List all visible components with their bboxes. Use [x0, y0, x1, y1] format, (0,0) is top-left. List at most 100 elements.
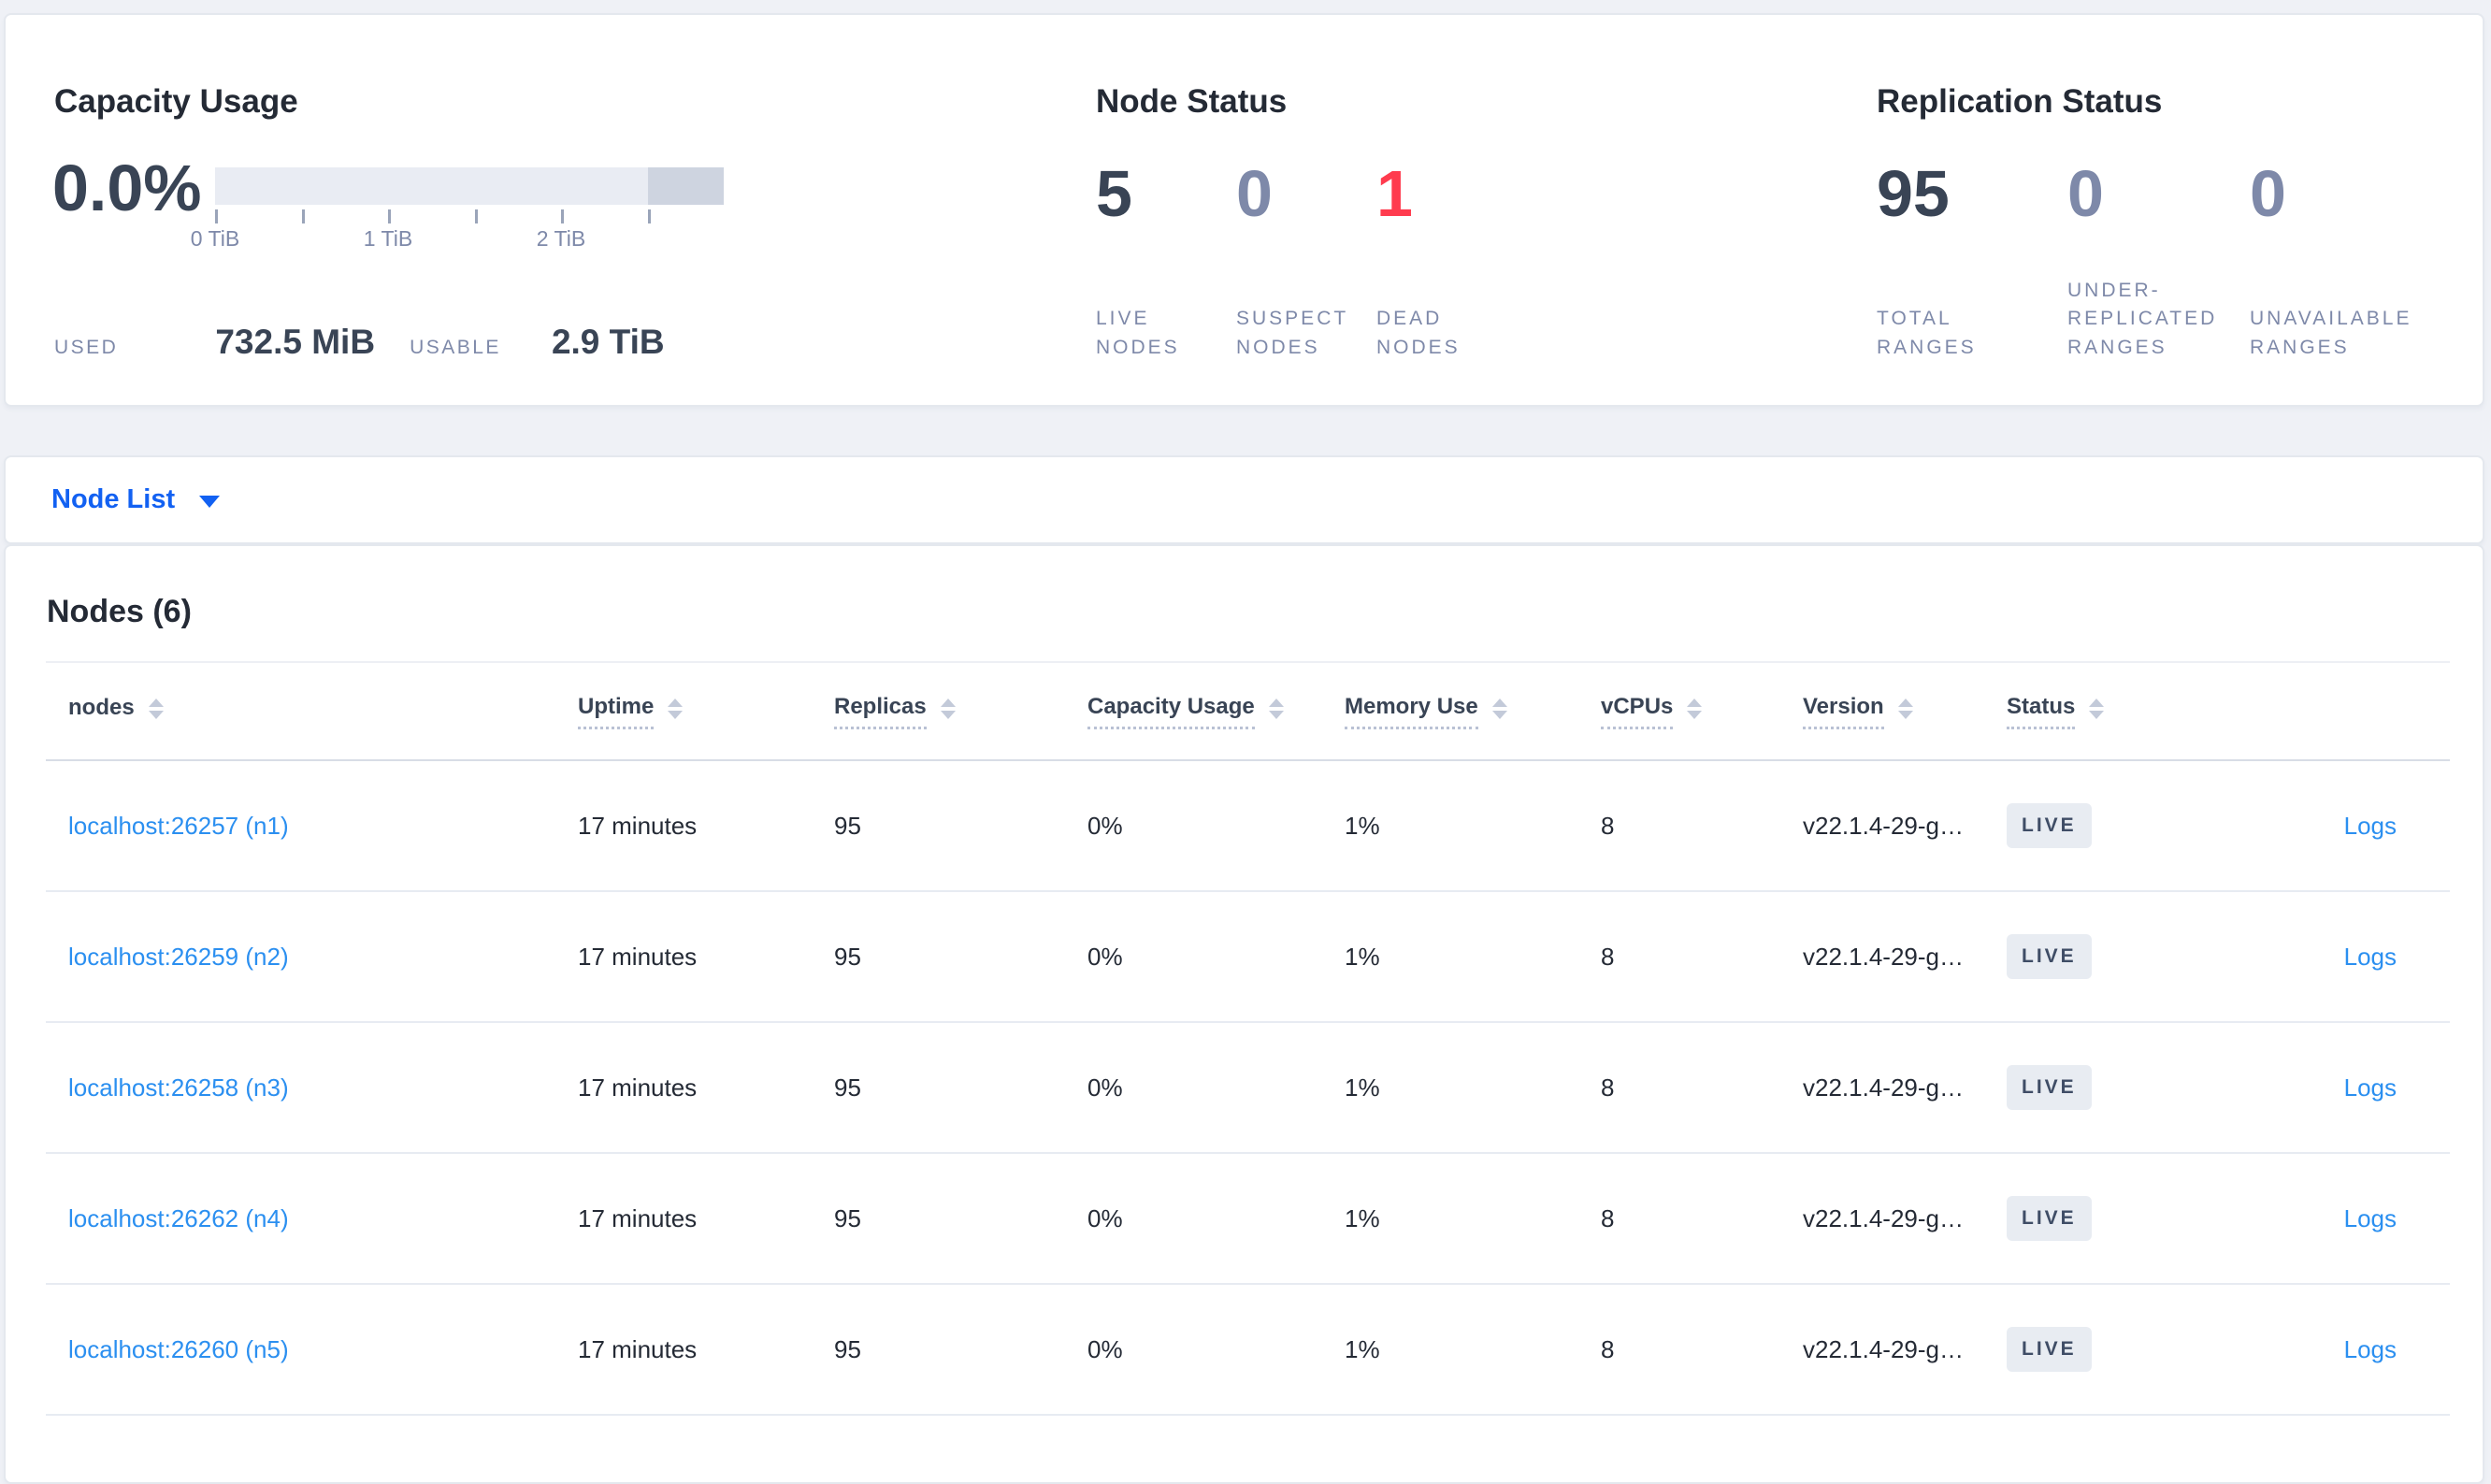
table-row: localhost:26262 (n4) 17 minutes 95 0% 1% 8 v22… — [46, 1154, 2450, 1285]
logs-link[interactable]: Logs — [2343, 1334, 2397, 1363]
column-label: Version — [1803, 694, 1884, 729]
uptime-cell-wrap: 17 minutes — [578, 943, 834, 972]
status-badge: LIVE — [2007, 1065, 2092, 1110]
unavailable-ranges-label: UNAVAILABLE RANGES — [2250, 308, 2412, 358]
column-label: nodes — [68, 695, 135, 720]
logs-link[interactable]: Logs — [2343, 811, 2397, 840]
column-header-capacity-usage[interactable]: Capacity Usage — [1087, 694, 1345, 729]
column-header-vcpus[interactable]: vCPUs — [1601, 694, 1803, 729]
capacity-usage-cell: 0% — [1087, 811, 1123, 840]
under-replicated-ranges-label: UNDER-REPLICATED RANGES — [2067, 279, 2218, 358]
table-row: localhost:26257 (n1) 17 minutes 95 0% 1% 8 v22… — [46, 761, 2450, 892]
used-label: USED — [54, 337, 119, 358]
status-badge: LIVE — [2007, 803, 2092, 848]
version-cell-wrap: v22.1.4-29-g… — [1803, 943, 2007, 972]
version-cell-wrap: v22.1.4-29-g… — [1803, 1073, 2007, 1102]
uptime-cell-wrap: 17 minutes — [578, 1204, 834, 1233]
capacity-bar-reserved-segment — [648, 167, 724, 205]
axis-tick-label: 1 TiB — [363, 226, 413, 251]
table-row: localhost:26259 (n2) 17 minutes 95 0% 1% 8 v22… — [46, 892, 2450, 1023]
version-cell-wrap: v22.1.4-29-g… — [1803, 1204, 2007, 1233]
replicas-cell: 95 — [834, 1203, 861, 1232]
sort-down-arrow — [1897, 710, 1913, 719]
column-header-replicas[interactable]: Replicas — [834, 694, 1087, 729]
axis-tick-mark — [215, 209, 218, 223]
replicas-cell: 95 — [834, 942, 861, 971]
replication-status-title: Replication Status — [1877, 83, 2163, 120]
sort-down-arrow — [668, 710, 684, 719]
vcpus-cell: 8 — [1601, 1203, 1615, 1232]
column-header-status[interactable]: Status — [2007, 694, 2209, 729]
capacity-usage-title: Capacity Usage — [54, 83, 298, 120]
capacity-usage-bar — [215, 167, 724, 205]
memory-use-cell: 1% — [1345, 942, 1380, 971]
version-cell: v22.1.4-29-g… — [1803, 1334, 1964, 1363]
sort-icon — [1491, 698, 1507, 719]
logs-link[interactable]: Logs — [2343, 1203, 2397, 1232]
column-header-nodes[interactable]: nodes — [68, 695, 578, 728]
dead-nodes-label: DEAD NODES — [1376, 308, 1461, 358]
replicas-cell: 95 — [834, 1334, 861, 1363]
column-label: Uptime — [578, 694, 655, 729]
replicas-cell-wrap: 95 — [834, 812, 1087, 841]
memory-use-cell: 1% — [1345, 1203, 1380, 1232]
sort-up-arrow — [1491, 698, 1507, 707]
version-cell: v22.1.4-29-g… — [1803, 1073, 1964, 1102]
sort-down-arrow — [1687, 710, 1703, 719]
node-address-link[interactable]: localhost:26262 (n4) — [68, 1203, 289, 1232]
total-ranges-value: 95 — [1877, 157, 1950, 230]
sort-up-arrow — [2089, 698, 2105, 707]
logs-link-wrap: Logs — [2209, 1073, 2450, 1102]
sort-icon — [1897, 698, 1913, 719]
axis-tick-label: 0 TiB — [190, 226, 240, 251]
vcpus-cell-wrap: 8 — [1601, 1204, 1803, 1233]
used-value: 732.5 MiB — [215, 323, 376, 361]
axis-tick-mark — [648, 209, 651, 223]
status-badge-wrap: LIVE — [2007, 1327, 2209, 1372]
nodes-heading: Nodes (6) — [47, 594, 192, 629]
node-list-dropdown[interactable]: Node List — [51, 484, 221, 515]
node-address-link[interactable]: localhost:26258 (n3) — [68, 1073, 289, 1102]
column-header-uptime[interactable]: Uptime — [578, 694, 834, 729]
sort-icon — [668, 698, 684, 719]
status-badge: LIVE — [2007, 934, 2092, 979]
version-cell-wrap: v22.1.4-29-g… — [1803, 812, 2007, 841]
column-header-memory-use[interactable]: Memory Use — [1345, 694, 1601, 729]
memory-use-cell: 1% — [1345, 811, 1380, 840]
logs-link[interactable]: Logs — [2343, 942, 2397, 971]
sort-up-arrow — [1687, 698, 1703, 707]
table-row: localhost:26258 (n3) 17 minutes 95 0% 1% 8 v22… — [46, 1023, 2450, 1154]
nodes-table-panel: Nodes (6) nodes Uptime Replicas Capacity Us… — [4, 544, 2484, 1484]
sort-icon — [148, 698, 164, 719]
node-address-link[interactable]: localhost:26257 (n1) — [68, 811, 289, 840]
sort-down-arrow — [1268, 710, 1284, 719]
sort-up-arrow — [668, 698, 684, 707]
node-address-link[interactable]: localhost:26259 (n2) — [68, 942, 289, 971]
dead-nodes-value: 1 — [1376, 157, 1413, 230]
logs-link[interactable]: Logs — [2343, 1073, 2397, 1102]
total-ranges-label: TOTAL RANGES — [1877, 308, 1977, 358]
stat-suspect-nodes: 0 SUSPECT NODES — [1236, 15, 1376, 405]
replicas-cell-wrap: 95 — [834, 1204, 1087, 1233]
node-address-link-wrap: localhost:26262 (n4) — [68, 1204, 578, 1233]
column-label: Status — [2007, 694, 2076, 729]
axis-tick-mark — [302, 209, 305, 223]
logs-link-wrap: Logs — [2209, 1204, 2450, 1233]
capacity-usage-cell-wrap: 0% — [1087, 1073, 1345, 1102]
axis-tick-mark — [561, 209, 564, 223]
uptime-cell: 17 minutes — [578, 1203, 698, 1232]
capacity-usage-cell-wrap: 0% — [1087, 1335, 1345, 1364]
logs-link-wrap: Logs — [2209, 812, 2450, 841]
replicas-cell-wrap: 95 — [834, 1073, 1087, 1102]
uptime-cell: 17 minutes — [578, 1073, 698, 1102]
column-header-version[interactable]: Version — [1803, 694, 2007, 729]
live-nodes-value: 5 — [1096, 157, 1132, 230]
axis-tick-label: 2 TiB — [536, 226, 586, 251]
uptime-cell-wrap: 17 minutes — [578, 812, 834, 841]
stat-total-ranges: 95 TOTAL RANGES — [1877, 15, 2067, 405]
node-address-link[interactable]: localhost:26260 (n5) — [68, 1334, 289, 1363]
table-row: localhost:26260 (n5) 17 minutes 95 0% 1% 8 v22… — [46, 1285, 2450, 1416]
capacity-usage-cell-wrap: 0% — [1087, 943, 1345, 972]
node-list-dropdown-bar: Node List — [4, 455, 2484, 544]
capacity-bar-usable-segment — [215, 167, 648, 205]
